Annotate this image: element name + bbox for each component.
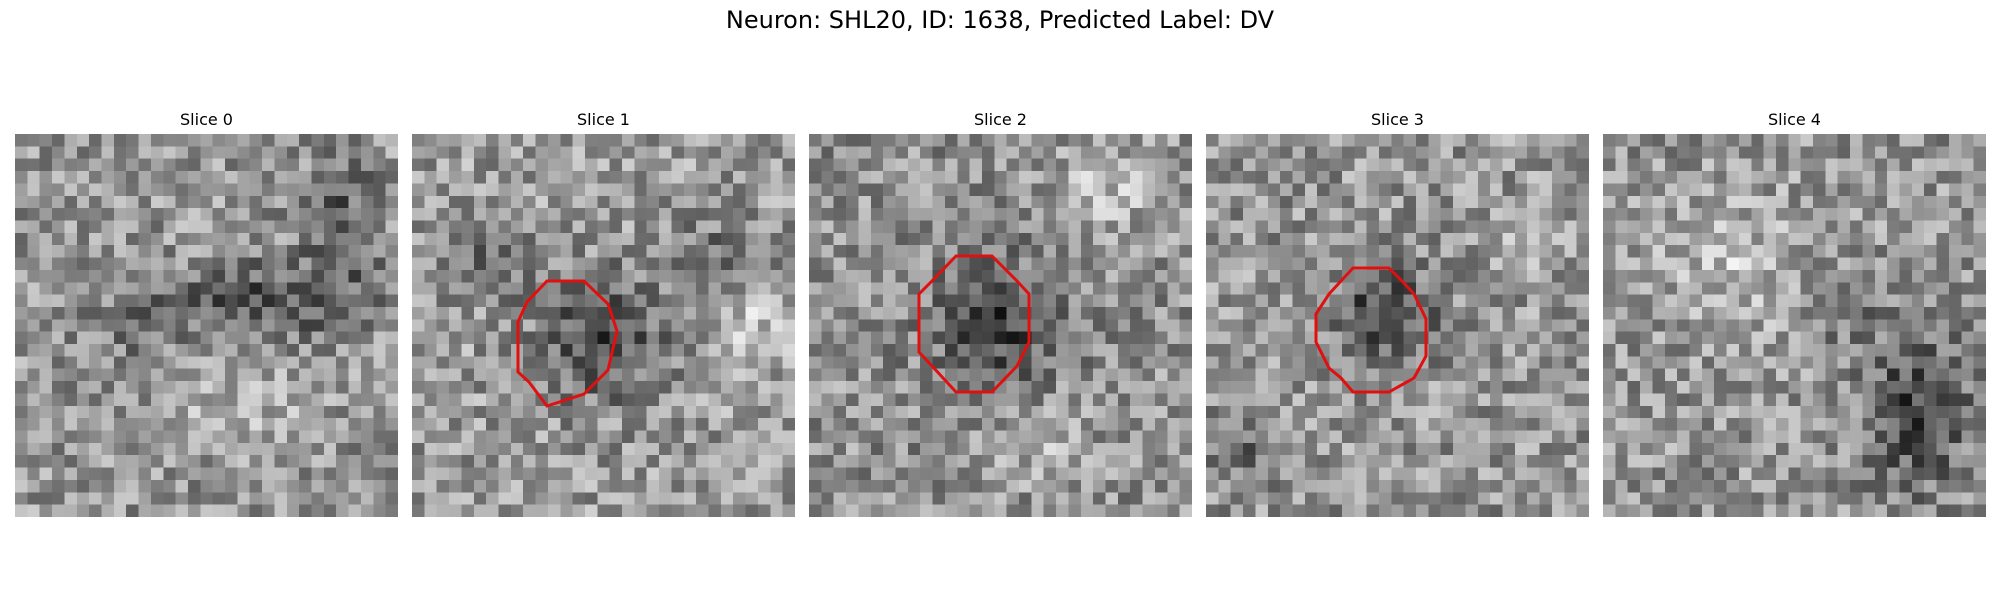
slice-panel-4: Slice 4 — [1603, 108, 1986, 517]
slice-image-3 — [1206, 134, 1589, 517]
roi-outline-1 — [516, 279, 619, 408]
slice-image-wrap-0 — [15, 134, 398, 517]
slice-panel-3: Slice 3 — [1206, 108, 1589, 517]
slice-image-2 — [809, 134, 1192, 517]
slice-title-4: Slice 4 — [1768, 110, 1821, 129]
slice-title-3: Slice 3 — [1371, 110, 1424, 129]
slice-image-wrap-3 — [1206, 134, 1589, 517]
roi-outline-3 — [1314, 266, 1428, 394]
slice-panel-1: Slice 1 — [412, 108, 795, 517]
slice-image-wrap-2 — [809, 134, 1192, 517]
slice-image-wrap-1 — [412, 134, 795, 517]
slice-title-2: Slice 2 — [974, 110, 1027, 129]
slice-image-wrap-4 — [1603, 134, 1986, 517]
slice-title-0: Slice 0 — [180, 110, 233, 129]
slice-title-1: Slice 1 — [577, 110, 630, 129]
roi-outline-2 — [917, 254, 1031, 394]
slice-panel-2: Slice 2 — [809, 108, 1192, 517]
roi-contour-2 — [917, 254, 1031, 394]
slice-image-0 — [15, 134, 398, 517]
roi-contour-3 — [1314, 266, 1428, 394]
figure-title: Neuron: SHL20, ID: 1638, Predicted Label… — [725, 6, 1275, 34]
slice-image-4 — [1603, 134, 1986, 517]
slice-panel-0: Slice 0 — [15, 108, 398, 517]
slice-image-1 — [412, 134, 795, 517]
roi-contour-1 — [516, 279, 619, 408]
